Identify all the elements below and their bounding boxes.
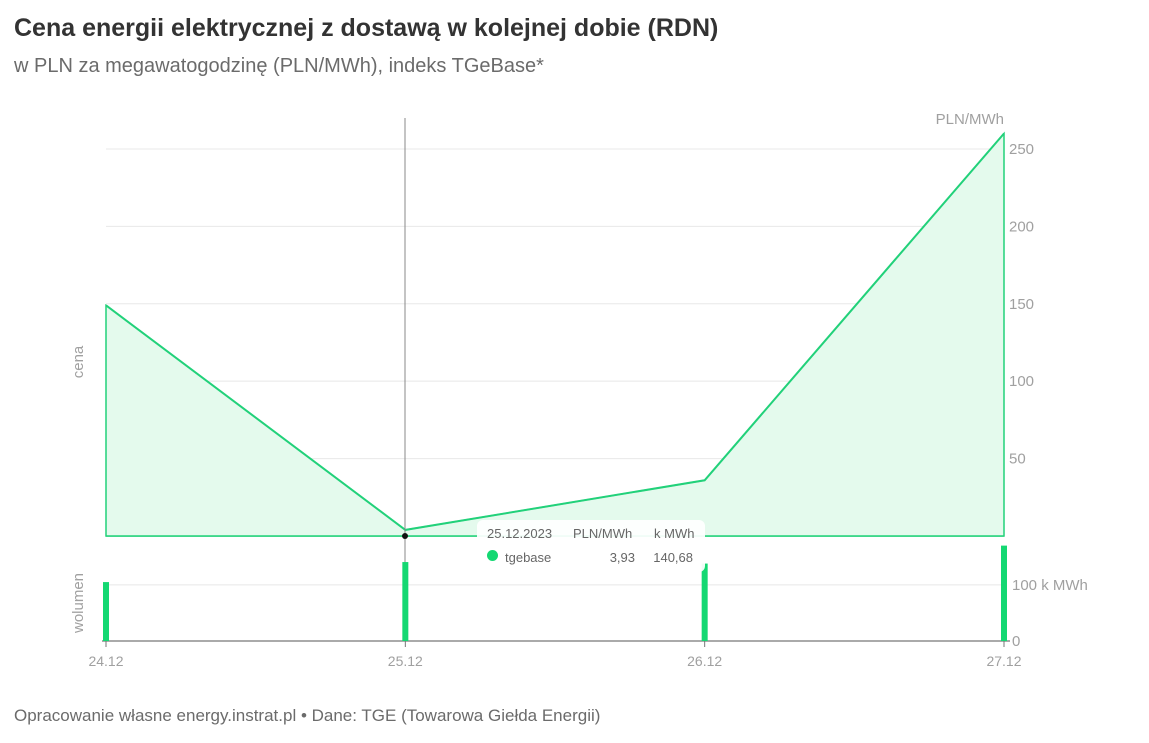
price-y-tick-label: 250 [1009, 141, 1034, 158]
x-axis: 24.12 25.12 26.12 27.12 [88, 641, 1022, 669]
price-series-line [105, 132, 1005, 531]
price-y-tick-label: 150 [1009, 296, 1034, 313]
price-y-tick-label: 50 [1009, 451, 1026, 468]
tooltip-series-name: tgebase [505, 550, 552, 565]
price-y-axis: 50 100 150 200 250 [1009, 141, 1034, 468]
x-tick-label: 26.12 [687, 653, 722, 669]
tooltip-volume-value: 140,68 [653, 550, 693, 565]
price-y-tick-label: 200 [1009, 218, 1034, 235]
volume-y-tick-label: 100 k MWh [1012, 577, 1088, 594]
x-tick-label: 25.12 [388, 653, 423, 669]
crosshair-point [402, 533, 408, 539]
tooltip-col-price: PLN/MWh [573, 526, 633, 541]
x-tick-label: 24.12 [88, 653, 123, 669]
volume-bar[interactable] [1001, 545, 1007, 641]
volume-bar[interactable] [103, 582, 109, 641]
tooltip-date: 25.12.2023 [487, 526, 553, 541]
tooltip-col-volume: k MWh [654, 526, 695, 541]
footer-source: Opracowanie własne energy.instrat.pl • D… [14, 706, 601, 725]
price-unit-label: PLN/MWh [936, 111, 1004, 128]
price-y-tick-label: 100 [1009, 373, 1034, 390]
chart-area[interactable]: 50 100 150 200 250 PLN/MWh cena 0 100 k MWh w… [0, 0, 1149, 700]
volume-bars [103, 545, 1007, 641]
tooltip-price-value: 3,93 [609, 550, 635, 565]
series-dot-icon [487, 550, 498, 561]
tooltip: 25.12.2023 PLN/MWh k MWh tgebase 3,93 14… [477, 520, 705, 572]
volume-y-axis: 0 100 k MWh [1012, 577, 1088, 650]
chart-subtitle: w PLN za megawatogodzinę (PLN/MWh), inde… [14, 55, 544, 77]
volume-bar[interactable] [402, 562, 409, 641]
price-area-fill [105, 131, 1005, 537]
volume-gridlines [102, 584, 1010, 642]
volume-y-tick-label: 0 [1012, 633, 1020, 650]
x-tick-label: 27.12 [986, 653, 1021, 669]
volume-axis-label: wolumen [70, 573, 87, 634]
volume-bar[interactable] [701, 563, 708, 641]
chart-title: Cena energii elektrycznej z dostawą w ko… [14, 14, 719, 42]
price-axis-label: cena [70, 345, 87, 378]
